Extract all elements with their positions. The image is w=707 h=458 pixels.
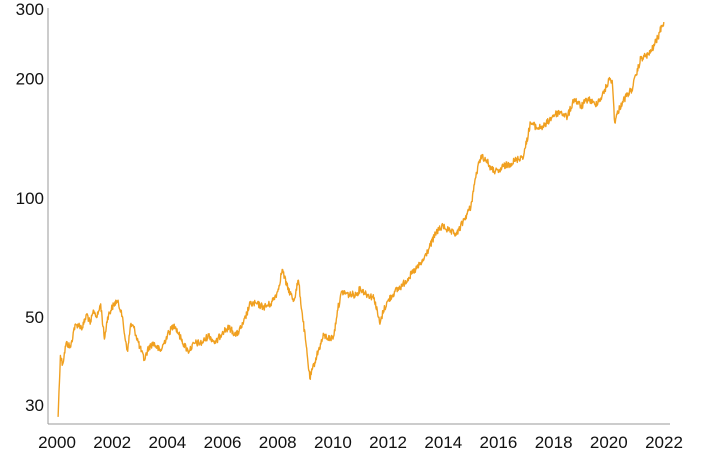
x-tick-labels: 2000 2002 2004 2006 2008 2010 2012 2014 2016 2018… xyxy=(38,433,683,452)
series-layer xyxy=(57,22,665,417)
x-tick-label: 2022 xyxy=(645,433,683,452)
x-tick-label: 2014 xyxy=(424,433,462,452)
series-line-0 xyxy=(57,22,665,417)
x-tick-label: 2020 xyxy=(590,433,628,452)
x-tick-label: 2000 xyxy=(38,433,76,452)
x-tick-label: 2008 xyxy=(259,433,297,452)
y-tick-label: 200 xyxy=(16,70,44,89)
y-tick-label: 300 xyxy=(16,0,44,19)
x-tick-label: 2016 xyxy=(480,433,518,452)
x-tick-label: 2012 xyxy=(369,433,407,452)
x-tick-label: 2002 xyxy=(93,433,131,452)
y-tick-labels: 30 50 100 200 300 xyxy=(16,0,44,415)
y-tick-label: 50 xyxy=(25,308,44,327)
chart-axes xyxy=(47,8,670,425)
x-tick-label: 2006 xyxy=(204,433,242,452)
y-tick-label: 30 xyxy=(25,396,44,415)
x-tick-label: 2018 xyxy=(535,433,573,452)
x-tick-label: 2010 xyxy=(314,433,352,452)
y-tick-label: 100 xyxy=(16,189,44,208)
x-tick-label: 2004 xyxy=(148,433,186,452)
